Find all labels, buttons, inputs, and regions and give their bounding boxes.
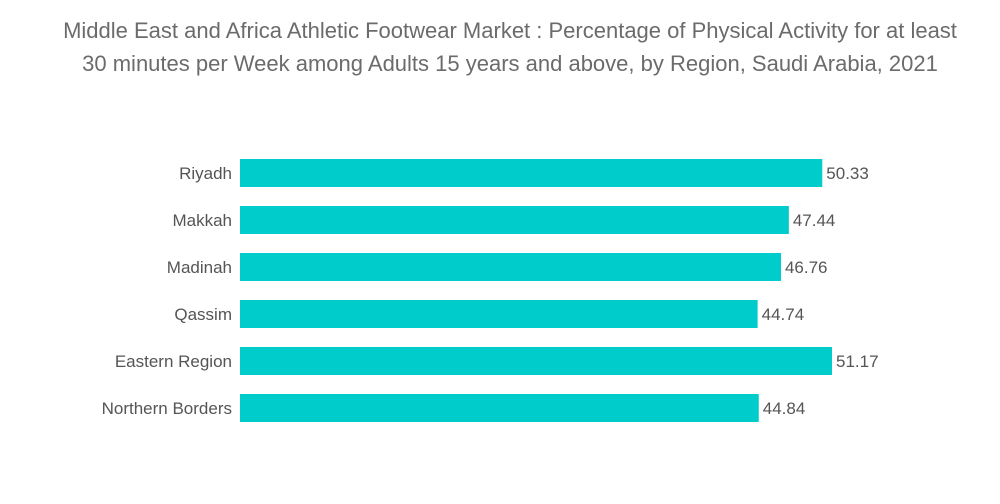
value-label: 47.44: [793, 211, 836, 230]
bar-riyadh: [240, 159, 823, 187]
bar-eastern-region: [240, 347, 832, 375]
bars-layer: Riyadh 50.33 Makkah 47.44 Madinah 46.76 Qassim…: [102, 159, 879, 422]
category-label: Makkah: [172, 211, 232, 230]
bar-qassim: [240, 300, 758, 328]
bar-northern-borders: [240, 394, 759, 422]
category-label: Eastern Region: [115, 352, 232, 371]
value-label: 44.74: [762, 305, 805, 324]
value-label: 44.84: [763, 399, 806, 418]
value-label: 51.17: [836, 352, 879, 371]
category-label: Qassim: [174, 305, 232, 324]
value-label: 50.33: [826, 164, 869, 183]
chart-title: Middle East and Africa Athletic Footwear…: [63, 18, 957, 76]
bar-madinah: [240, 253, 781, 281]
value-label: 46.76: [785, 258, 828, 277]
bar-makkah: [240, 206, 789, 234]
category-label: Madinah: [167, 258, 232, 277]
category-label: Riyadh: [179, 164, 232, 183]
category-label: Northern Borders: [102, 399, 232, 418]
